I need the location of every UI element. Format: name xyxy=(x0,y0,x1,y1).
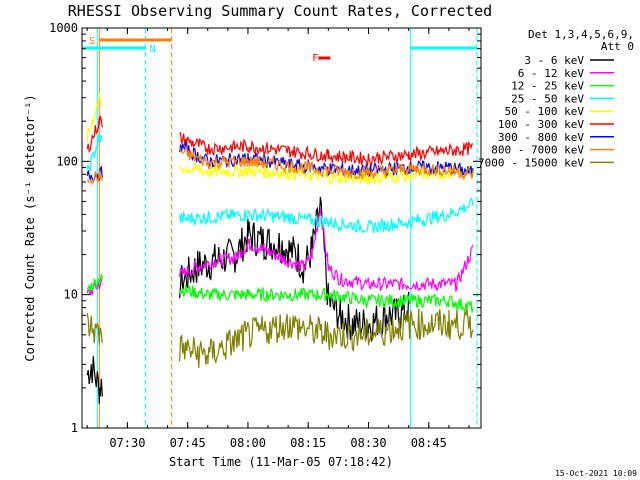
legend-header: Det 1,3,4,5,6,9, xyxy=(528,28,634,41)
series-line-4 xyxy=(86,133,474,234)
series-line-2 xyxy=(86,207,474,296)
series-line-6 xyxy=(86,115,474,167)
legend-entry-label: 6 - 12 keV xyxy=(518,67,585,80)
x-tick-label: 08:45 xyxy=(411,436,447,450)
legend-entry-label: 3 - 6 keV xyxy=(524,54,584,67)
x-axis: 07:30 07:45 08:00 08:15 08:30 08:45 xyxy=(86,28,470,450)
legend-entry-label: 800 - 7000 keV xyxy=(491,144,584,157)
x-tick-label: 07:45 xyxy=(170,436,206,450)
x-axis-label: Start Time (11-Mar-05 07:18:42) xyxy=(169,455,393,469)
annotation-s: S xyxy=(89,36,95,47)
x-tick-label: 08:30 xyxy=(350,436,386,450)
series-line-9 xyxy=(86,308,474,369)
y-axis: 1 10 100 1000 xyxy=(49,21,481,435)
annotation-f: F xyxy=(312,53,318,64)
plot-area: S N F xyxy=(82,28,478,428)
legend-entry-label: 7000 - 15000 keV xyxy=(478,156,584,169)
y-tick-label: 10 xyxy=(64,288,78,302)
plot-frame xyxy=(81,27,482,429)
y-tick-label: 1 xyxy=(71,421,78,435)
legend-header: Att 0 xyxy=(601,40,634,53)
y-tick-label: 100 xyxy=(56,154,78,168)
timestamp: 15-Oct-2021 10:09 xyxy=(555,469,637,478)
legend-entry-label: 50 - 100 keV xyxy=(505,105,585,118)
y-tick-label: 1000 xyxy=(49,21,78,35)
legend-entry-label: 12 - 25 keV xyxy=(511,80,584,93)
legend-entry-label: 300 - 800 keV xyxy=(498,131,584,144)
y-axis-label: Corrected Count Rate (s⁻¹ detector⁻¹) xyxy=(23,94,37,361)
legend-entry-label: 100 - 300 keV xyxy=(498,118,584,131)
series-line-3 xyxy=(86,274,474,313)
x-tick-label: 08:15 xyxy=(290,436,326,450)
x-tick-label: 07:30 xyxy=(109,436,145,450)
chart-title: RHESSI Observing Summary Count Rates, Co… xyxy=(68,2,492,20)
legend-entry-label: 25 - 50 keV xyxy=(511,92,584,105)
x-tick-label: 08:00 xyxy=(230,436,266,450)
annotation-n: N xyxy=(150,44,156,55)
series-line-8 xyxy=(86,146,474,186)
